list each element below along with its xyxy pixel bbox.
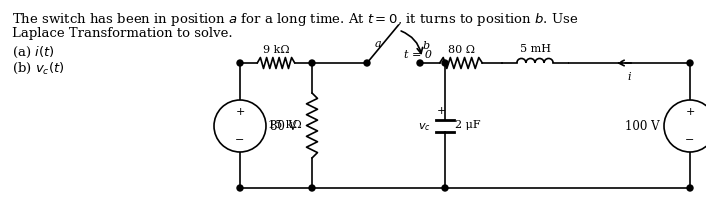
Circle shape — [309, 60, 315, 66]
Text: (b) $v_c(t)$: (b) $v_c(t)$ — [12, 61, 65, 76]
Circle shape — [442, 185, 448, 191]
Text: (a) $i(t)$: (a) $i(t)$ — [12, 45, 54, 60]
Text: 9 kΩ: 9 kΩ — [263, 45, 289, 55]
Text: 80 V: 80 V — [270, 120, 297, 133]
Text: −: − — [686, 135, 695, 145]
Circle shape — [442, 60, 448, 66]
Circle shape — [237, 185, 243, 191]
Circle shape — [364, 60, 370, 66]
Circle shape — [687, 60, 693, 66]
Text: −: − — [235, 135, 245, 145]
Text: i: i — [627, 72, 630, 82]
Text: b: b — [423, 41, 430, 51]
Text: 2 μF: 2 μF — [455, 120, 481, 130]
Text: 100 V: 100 V — [626, 120, 660, 133]
Circle shape — [237, 60, 243, 66]
Text: 5 mH: 5 mH — [520, 44, 551, 54]
Text: t = 0: t = 0 — [404, 50, 431, 60]
Text: Laplace Transformation to solve.: Laplace Transformation to solve. — [12, 27, 232, 40]
Text: 80 Ω: 80 Ω — [448, 45, 474, 55]
Circle shape — [309, 185, 315, 191]
Text: +: + — [235, 107, 245, 118]
Text: +: + — [686, 107, 695, 118]
Circle shape — [687, 185, 693, 191]
Text: +: + — [436, 107, 445, 116]
Text: a: a — [375, 39, 382, 49]
Text: The switch has been in position $a$ for a long time. At $t = 0$, it turns to pos: The switch has been in position $a$ for … — [12, 11, 578, 28]
Text: 15 kΩ: 15 kΩ — [268, 120, 302, 130]
Circle shape — [417, 60, 423, 66]
Text: $v_c$: $v_c$ — [418, 122, 431, 133]
